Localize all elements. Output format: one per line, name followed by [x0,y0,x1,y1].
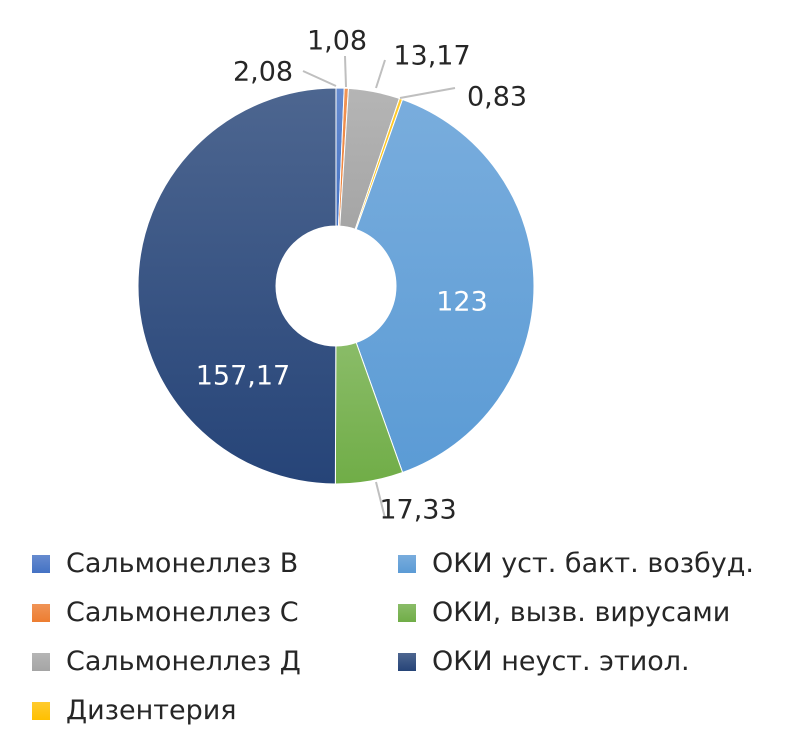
legend-swatch [32,652,50,671]
legend-swatch [398,554,416,573]
legend-swatch [398,603,416,622]
slice-оки-уст-бакт-возбуд [355,98,535,474]
data-label-дизентерия: 0,83 [467,82,527,113]
donut-chart-plot: 2,08 1,08 13,17 0,83 123 17,33 157,17 [137,26,535,526]
legend-item-оки-неуст-этиол: ОКИ неуст. этиол. [398,646,690,677]
legend-label: Дизентерия [66,695,237,726]
legend-label: ОКИ, вызв. вирусами [432,597,731,628]
legend-label: Сальмонеллез С [66,597,299,628]
legend-item-сальмонеллез-в: Сальмонеллез В [32,548,298,579]
legend-label: Сальмонеллез Д [66,646,301,677]
slice-оки-неуст-этиол [137,87,337,485]
data-label-оки-неуст-этиол: 157,17 [196,361,290,392]
legend-swatch [32,554,50,573]
leader-line-сальмонеллез-в [302,70,337,87]
legend-item-сальмонеллез-д: Сальмонеллез Д [32,646,301,677]
legend-item-сальмонеллез-с: Сальмонеллез С [32,597,299,628]
data-label-сальмонеллез-в: 2,08 [233,57,293,88]
leader-line-оки-вызв-вирусами [375,481,386,519]
legend-swatch [32,701,50,720]
legend-label: Сальмонеллез В [66,548,299,579]
legend-item-оки-вызв-вирусами: ОКИ, вызв. вирусами [398,597,730,628]
data-label-оки-вызв-вирусами: 17,33 [379,495,456,526]
legend-label: ОКИ уст. бакт. возбуд. [432,548,754,579]
legend-label: ОКИ неуст. этиол. [432,646,690,677]
legend-swatch [398,652,416,671]
leader-line-сальмонеллез-с [344,55,347,88]
legend-item-дизентерия: Дизентерия [32,695,237,726]
data-label-сальмонеллез-д: 13,17 [393,41,470,72]
leader-line-сальмонеллез-д [375,59,386,89]
legend-swatch [32,603,50,622]
leader-line-дизентерия [399,87,456,99]
legend-item-оки-уст-бакт-возбуд: ОКИ уст. бакт. возбуд. [398,548,754,579]
data-label-оки-уст-бакт-возбуд: 123 [436,287,488,318]
data-label-сальмонеллез-с: 1,08 [307,26,367,57]
